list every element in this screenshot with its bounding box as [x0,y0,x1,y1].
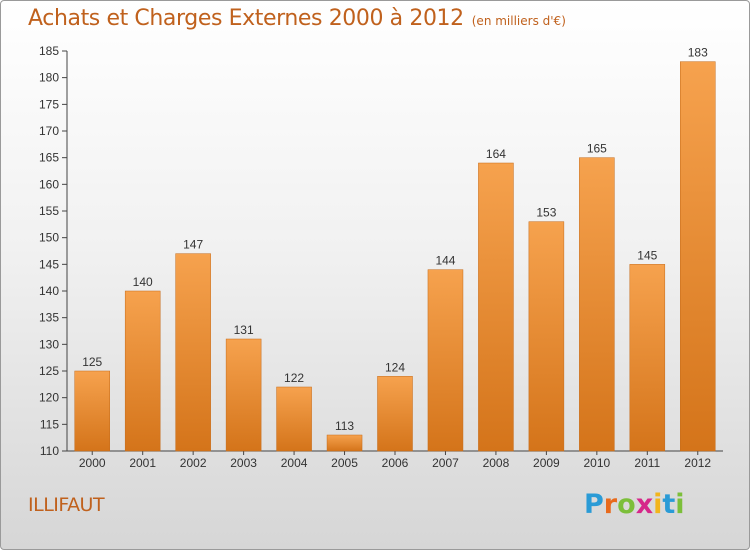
bar [478,162,514,452]
bar [427,269,464,452]
x-tick-label: 2011 [634,456,660,470]
bar [629,264,666,452]
x-tick-label: 2005 [331,456,358,470]
chart-title-text: Achats et Charges Externes 2000 à 2012 [28,6,464,31]
bar [579,157,615,452]
bar-value-label: 164 [486,147,506,161]
proxiti-logo: Proxiti [584,489,685,520]
bar [528,221,565,452]
bar [680,61,716,452]
bar [377,376,413,452]
bars-group: 125 140 147 131 122 113 124 144 164 153 165 145 183 [74,46,716,452]
y-tick-label: 160 [39,177,59,191]
y-tick-label: 170 [39,124,59,138]
bar [276,386,312,452]
x-tick-label: 2003 [230,456,257,470]
bar-value-label: 140 [133,275,153,289]
logo-letter: P [584,489,604,520]
bar-value-label: 144 [435,254,455,268]
y-tick-label: 120 [39,391,59,405]
y-tick-label: 180 [39,71,59,85]
x-tick-label: 2009 [533,456,560,470]
x-tick-label: 2000 [79,456,106,470]
commune-name: ILLIFAUT [28,494,105,516]
y-tick-label: 135 [39,311,59,325]
logo-letter: r [603,489,618,520]
y-tick-label: 140 [39,284,59,298]
bar-value-label: 125 [82,355,102,369]
x-tick-label: 2008 [483,456,510,470]
y-tick-label: 175 [39,97,59,111]
y-tick-label: 185 [39,44,59,58]
y-tick-label: 145 [39,257,59,271]
x-tick-label: 2007 [432,456,459,470]
axes: 110 115 120 125 130 135 140 145 150 155 160 165 170 1… [39,44,723,470]
bar-value-label: 145 [637,248,657,262]
y-tick-label: 110 [40,444,59,458]
logo-letter: i [675,489,685,520]
bar-value-label: 124 [385,360,405,374]
y-tick-label: 125 [39,364,59,378]
x-tick-label: 2004 [281,456,308,470]
bar [326,434,363,452]
logo-letter: o [617,489,636,520]
y-tick-label: 155 [39,204,59,218]
y-tick-label: 115 [40,417,59,431]
x-tick-label: 2002 [180,456,207,470]
bar-value-label: 165 [587,142,607,156]
bar [225,338,262,452]
logo-letter: x [635,489,654,520]
logo-letter: i [653,489,663,520]
bar-value-label: 122 [284,371,304,385]
y-tick-label: 130 [39,337,59,351]
bar-value-label: 147 [183,238,203,252]
x-tick-label: 2012 [684,456,711,470]
chart-title: Achats et Charges Externes 2000 à 2012 (e… [28,6,566,31]
bar-value-label: 113 [335,419,354,433]
x-tick-label: 2010 [583,456,610,470]
bar [74,370,110,452]
y-tick-label: 150 [39,231,59,245]
x-tick-label: 2006 [382,456,409,470]
bar [175,253,211,452]
bar [124,290,161,452]
bar-value-label: 131 [234,323,254,337]
bar-value-label: 183 [688,46,708,60]
logo-letter: t [662,489,676,520]
x-tick-label: 2001 [129,456,156,470]
bar-value-label: 153 [536,206,556,220]
y-tick-label: 165 [39,151,59,165]
chart-unit: (en milliers d'€) [471,14,566,28]
